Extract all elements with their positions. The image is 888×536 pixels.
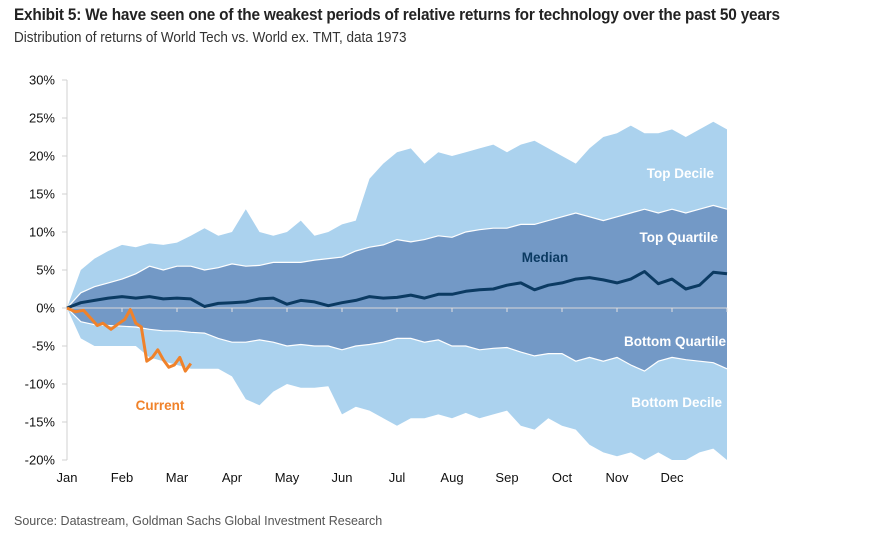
axes-group: 30% 25% 20% 15% 10% 5% 0% -5% -10% -15% -20%Jan Feb…	[25, 73, 728, 485]
top-quartile-edge	[66, 204, 728, 309]
x-tick-label: Apr	[222, 470, 243, 485]
x-tick-label: Jan	[57, 470, 78, 485]
bands-group	[66, 121, 728, 461]
x-tick-label: Jun	[332, 470, 353, 485]
chart-subtitle: Distribution of returns of World Tech vs…	[14, 30, 407, 46]
chart-title: Exhibit 5: We have seen one of the weake…	[14, 6, 780, 24]
median-line	[66, 270, 728, 310]
label-top-decile: Top Decile	[647, 166, 715, 181]
y-tick-label: -20%	[25, 453, 56, 468]
x-tick-label: Mar	[166, 470, 189, 485]
x-tick-label: Aug	[440, 470, 463, 485]
y-tick-label: -5%	[32, 339, 56, 354]
x-tick-label: Dec	[660, 470, 684, 485]
y-tick-label: 25%	[29, 111, 55, 126]
x-tick-label: Nov	[605, 470, 629, 485]
current-line	[66, 306, 193, 373]
y-tick-label: -10%	[25, 377, 56, 392]
y-tick-label: 10%	[29, 225, 55, 240]
source-note: Source: Datastream, Goldman Sachs Global…	[14, 514, 383, 528]
label-current: Current	[136, 398, 185, 413]
x-tick-label: Oct	[552, 470, 573, 485]
label-median: Median	[522, 250, 569, 265]
label-top-quartile: Top Quartile	[639, 230, 718, 245]
y-tick-label: 20%	[29, 149, 55, 164]
y-tick-label: 5%	[36, 263, 55, 278]
labels-group: Top Decile Top Quartile Median Bottom Qu…	[136, 166, 727, 413]
band-quartile-area	[67, 205, 727, 372]
y-tick-label: 30%	[29, 73, 55, 88]
y-tick-label: 0%	[36, 301, 55, 316]
x-tick-label: May	[275, 470, 300, 485]
x-tick-label: Sep	[495, 470, 518, 485]
x-tick-label: Feb	[111, 470, 133, 485]
y-tick-label: 15%	[29, 187, 55, 202]
lines-group	[66, 270, 728, 373]
x-tick-label: Jul	[389, 470, 406, 485]
bottom-quartile-edge	[66, 307, 728, 372]
label-bottom-decile: Bottom Decile	[631, 395, 722, 410]
y-tick-label: -15%	[25, 415, 56, 430]
label-bottom-quartile: Bottom Quartile	[624, 334, 726, 349]
